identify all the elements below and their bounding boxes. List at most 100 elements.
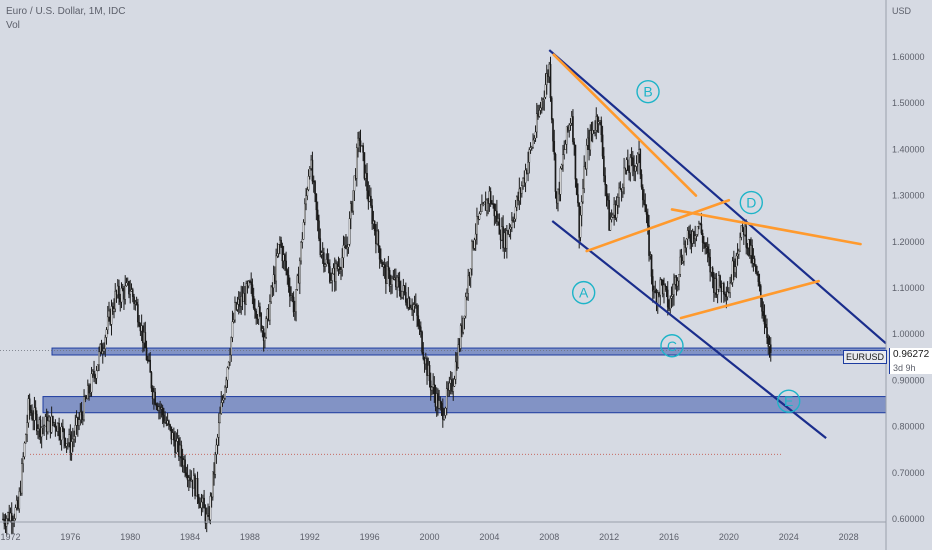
candle-body <box>10 512 13 524</box>
candle-body <box>376 230 378 245</box>
channel-line[interactable] <box>551 220 827 440</box>
candle-body <box>324 264 326 267</box>
candle-body <box>573 141 576 146</box>
candle-body <box>416 305 418 316</box>
candle-body <box>355 147 358 179</box>
candle-body <box>648 225 650 256</box>
candle-body <box>89 391 92 394</box>
candle-body <box>241 296 244 302</box>
candle-body <box>158 406 160 411</box>
candle-body <box>512 220 514 222</box>
candle-body <box>199 503 201 509</box>
candle-body <box>478 213 481 220</box>
candle-body <box>392 278 395 280</box>
candle-body <box>577 194 579 204</box>
candle-body <box>507 230 509 235</box>
candle-body <box>323 252 325 267</box>
candle-body <box>534 131 537 139</box>
candle-body <box>281 245 284 262</box>
candle-body <box>472 241 474 249</box>
candle-body <box>130 289 133 292</box>
candle-body <box>327 262 330 267</box>
price-tick-label: 1.60000 <box>892 52 925 62</box>
candle-body <box>553 140 556 155</box>
orange-trend-line[interactable] <box>679 279 820 320</box>
candle-body <box>486 199 488 211</box>
candle-body <box>716 289 719 295</box>
wave-label: E <box>784 393 793 409</box>
candle-body <box>459 325 462 349</box>
candle-body <box>245 283 247 305</box>
candle-body <box>57 423 59 432</box>
candle-body <box>166 420 169 424</box>
candle-body <box>506 230 508 249</box>
candle-body <box>154 391 156 405</box>
candle-body <box>645 211 648 215</box>
candle-body <box>582 188 584 203</box>
candle-body <box>650 254 653 277</box>
candle-body <box>55 427 58 432</box>
candle-body <box>13 518 16 521</box>
candle-body <box>728 291 730 294</box>
time-tick-label: 2024 <box>779 532 799 542</box>
candle-body <box>201 497 204 503</box>
candle-body <box>493 203 496 217</box>
candle-body <box>639 149 642 175</box>
candle-body <box>547 73 549 77</box>
candle-body <box>640 174 643 188</box>
candle-body <box>420 326 422 332</box>
support-zone[interactable] <box>42 396 887 414</box>
price-tick-label: 0.80000 <box>892 422 925 432</box>
candle-body <box>735 255 738 268</box>
candle-body <box>643 199 645 205</box>
candle-body <box>99 344 102 353</box>
candle-body <box>146 359 149 362</box>
orange-trend-line[interactable] <box>552 53 698 197</box>
candle-body <box>300 242 302 262</box>
candle-body <box>635 163 638 167</box>
candle-body <box>8 512 11 521</box>
orange-trend-line[interactable] <box>585 198 731 253</box>
candle-body <box>382 264 385 268</box>
orange-trend-line[interactable] <box>670 208 862 246</box>
candle-body <box>164 421 166 423</box>
candle-body <box>665 286 668 291</box>
candle-body <box>522 177 524 186</box>
candle-body <box>225 379 228 388</box>
candle-body <box>535 113 538 133</box>
orange-trend-lines <box>552 53 862 320</box>
candle-body <box>186 475 189 481</box>
candle-body <box>658 292 660 296</box>
candle-body <box>403 285 406 293</box>
candle-body <box>694 235 696 239</box>
candle-body <box>266 308 269 319</box>
candle-body <box>188 477 190 481</box>
candle-body <box>387 266 390 271</box>
candle-body <box>143 332 145 343</box>
candle-body <box>454 361 457 380</box>
candle-body <box>125 282 128 287</box>
candle-body <box>402 285 405 292</box>
candle-body <box>704 243 706 248</box>
candle-body <box>675 277 678 287</box>
candle-body <box>250 281 252 285</box>
candle-body <box>105 329 108 338</box>
candle-body <box>543 97 546 100</box>
candle-body <box>111 306 114 312</box>
candle-body <box>564 144 567 150</box>
candle-body <box>442 407 444 420</box>
candle-body <box>538 110 541 117</box>
candle-body <box>674 277 677 285</box>
candle-body <box>569 123 572 126</box>
channel-line[interactable] <box>548 49 887 345</box>
candle-body <box>63 428 65 439</box>
candle-body <box>444 407 447 416</box>
candle-body <box>311 159 314 182</box>
candle-body <box>676 280 679 287</box>
candle-body <box>47 420 49 433</box>
candle-body <box>87 385 89 399</box>
support-zone[interactable] <box>51 347 887 356</box>
candle-body <box>504 232 507 249</box>
support-zones <box>42 347 887 414</box>
